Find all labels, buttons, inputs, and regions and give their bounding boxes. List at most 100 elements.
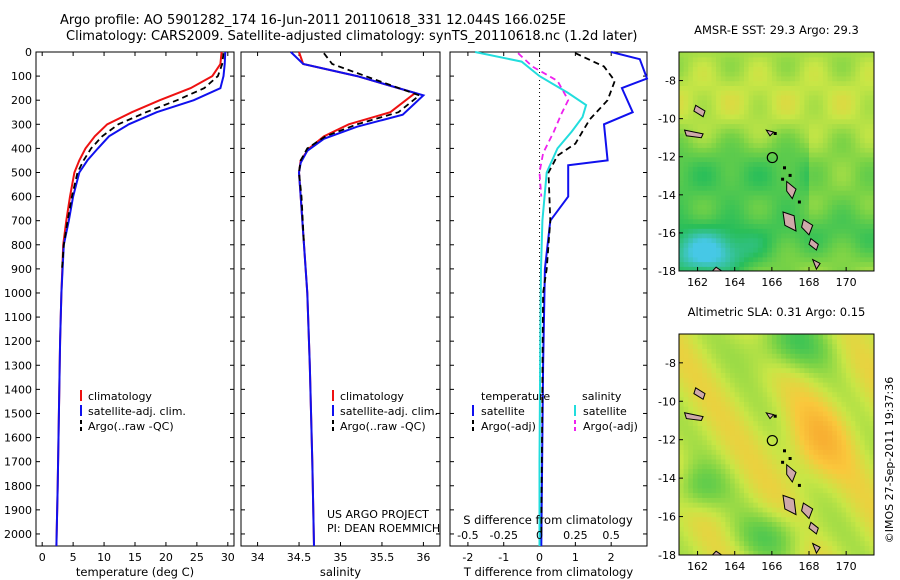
- map-cell: [860, 454, 866, 460]
- map-cell: [725, 228, 731, 234]
- map-cell: [846, 99, 852, 105]
- map-cell: [781, 362, 787, 369]
- map-cell: [860, 482, 866, 489]
- map-cell: [692, 218, 699, 224]
- map-cell: [688, 223, 694, 229]
- map-cell: [836, 232, 843, 239]
- map-cell: [781, 535, 787, 542]
- map-cell: [683, 142, 689, 148]
- map-cell: [785, 358, 791, 364]
- map-cell: [679, 252, 685, 258]
- map-cell: [771, 118, 778, 125]
- map-cell: [804, 434, 810, 441]
- map-cell: [730, 156, 736, 163]
- map-cell: [785, 362, 791, 369]
- map-cell: [850, 161, 856, 167]
- map-cell: [767, 147, 773, 153]
- map-cell: [841, 52, 847, 58]
- map-cell: [753, 444, 759, 450]
- map-cell: [725, 118, 731, 125]
- map-cell: [757, 90, 764, 96]
- map-cell: [860, 104, 866, 110]
- map-cell: [734, 377, 740, 383]
- map-cell: [818, 94, 824, 101]
- map-cell: [697, 194, 703, 201]
- map-cell: [795, 242, 801, 248]
- map-cell: [688, 478, 694, 484]
- map-cell: [818, 338, 824, 345]
- map-cell: [836, 492, 843, 498]
- map-cell: [711, 377, 717, 383]
- map-cell: [776, 75, 782, 82]
- map-cell: [679, 382, 685, 388]
- map-cell: [683, 152, 689, 158]
- map-cell: [748, 362, 754, 369]
- map-cell: [725, 185, 731, 191]
- map-cell: [753, 550, 759, 555]
- map-cell: [734, 343, 740, 349]
- map-cell: [790, 343, 796, 349]
- map-cell: [809, 334, 815, 340]
- map-cell: [813, 104, 819, 110]
- map-cell: [697, 343, 703, 349]
- map-cell: [818, 415, 824, 422]
- map-cell: [813, 194, 819, 201]
- map-cell: [748, 343, 754, 349]
- map-cell: [850, 348, 856, 354]
- map-cell: [804, 487, 810, 494]
- map-cell: [855, 540, 861, 546]
- map-cell: [702, 85, 708, 91]
- map-cell: [734, 382, 740, 388]
- map-cell: [757, 232, 764, 239]
- map-cell: [832, 502, 838, 508]
- map-cell: [776, 52, 782, 58]
- map-cell: [706, 550, 713, 555]
- map-cell: [744, 142, 750, 148]
- map-cell: [860, 204, 866, 210]
- map-cell: [809, 66, 815, 72]
- map-cell: [771, 545, 778, 551]
- legend-label: Argo(-adj): [481, 420, 536, 433]
- map-cell: [836, 550, 843, 555]
- map-cell: [711, 473, 717, 479]
- map-cell: [757, 492, 764, 498]
- map-cell: [813, 61, 819, 67]
- map-cell: [767, 142, 773, 148]
- map-cell: [711, 434, 717, 441]
- map-cell: [744, 166, 750, 172]
- map-cell: [771, 80, 778, 86]
- map-cell: [744, 420, 750, 426]
- map-cell: [804, 377, 810, 383]
- map-cell: [836, 444, 843, 450]
- map-cell: [711, 90, 717, 96]
- map-cell: [734, 348, 740, 354]
- map-cell: [864, 99, 870, 105]
- map-cell: [781, 180, 787, 186]
- map-cell: [781, 377, 787, 383]
- map-cell: [809, 406, 815, 412]
- map-cell: [846, 113, 852, 120]
- map-cell: [799, 449, 805, 455]
- map-cell: [720, 386, 726, 393]
- map-cell: [688, 94, 694, 101]
- map-cell: [809, 482, 815, 489]
- map-cell: [730, 410, 736, 417]
- map-cell: [692, 502, 699, 508]
- map-cell: [767, 439, 773, 446]
- map-cell: [702, 468, 708, 474]
- map-cell: [855, 391, 861, 398]
- map-cell: [809, 266, 815, 271]
- map-cell: [827, 228, 833, 234]
- map-cell: [864, 444, 870, 450]
- map-cell: [683, 180, 689, 186]
- map-cell: [813, 161, 819, 167]
- map-cell: [753, 252, 759, 258]
- map-cell: [822, 444, 829, 450]
- map-cell: [822, 223, 829, 229]
- map-cell: [762, 204, 768, 210]
- map-cell: [702, 113, 708, 120]
- map-cell: [795, 247, 801, 253]
- map-cell: [683, 434, 689, 441]
- map-cell: [827, 175, 833, 182]
- map-cell: [818, 147, 824, 153]
